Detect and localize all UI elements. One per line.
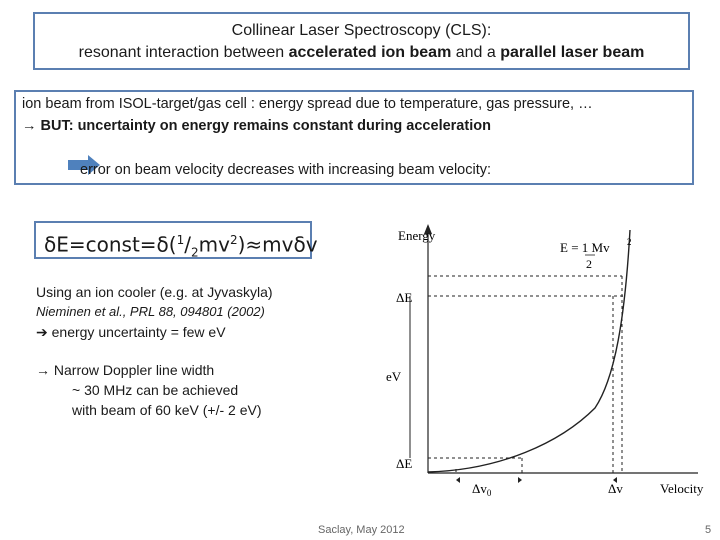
delta-e-bottom-label: ΔE <box>396 456 412 471</box>
title-line-2: resonant interaction between accelerated… <box>35 42 688 64</box>
formula-sub: 2 <box>191 245 199 260</box>
arrow-icon: → <box>36 362 50 378</box>
bullet-uncertainty-text: energy uncertainty = few eV <box>47 324 226 340</box>
info-box: ion beam from ISOL-target/gas cell : ene… <box>14 90 694 185</box>
title-text-mid: and a <box>451 44 501 61</box>
energy-velocity-graph: Energy E = 1 Mv 2 2 ΔE eV ΔE Δv0 Δv Velo… <box>386 224 704 498</box>
delta-v0-arrow-icon <box>456 477 460 483</box>
energy-equation-exp: 2 <box>627 237 632 247</box>
formula-part: mv <box>198 232 230 257</box>
block-arrow-icon <box>68 160 88 170</box>
delta-v-label: Δv <box>608 481 623 496</box>
energy-curve <box>427 229 631 473</box>
arrow-icon: ➔ <box>36 324 48 340</box>
title-emphasis-laser-beam: parallel laser beam <box>500 44 645 61</box>
formula-sup: 2 <box>229 233 238 247</box>
title-emphasis-ion-beam: accelerated ion beam <box>288 44 452 61</box>
delta-v0-arrow-icon <box>518 477 522 483</box>
ev-label: eV <box>386 369 402 384</box>
delta-v0-label: Δv0 <box>472 481 492 498</box>
block-arrow-head-icon <box>88 155 100 175</box>
bullet-doppler-text: Narrow Doppler line width <box>50 362 215 378</box>
energy-equation-den: 2 <box>586 257 592 271</box>
title-text: resonant interaction between <box>78 44 289 61</box>
title-line-1: Collinear Laser Spectroscopy (CLS): <box>231 22 492 39</box>
footer-page-number: 5 <box>705 524 712 536</box>
formula-part: )≈mvδv <box>237 232 318 257</box>
bullet-doppler: → Narrow Doppler line width <box>36 360 273 380</box>
bullet-uncertainty: ➔ energy uncertainty = few eV <box>36 322 273 342</box>
info-line-uncertainty: → BUT: uncertainty on energy remains con… <box>22 118 491 134</box>
bullet-reference: Nieminen et al., PRL 88, 094801 (2002) <box>36 304 265 319</box>
y-axis-arrow-icon <box>424 224 432 234</box>
bullet-beam: with beam of 60 keV (+/- 2 eV) <box>72 402 262 418</box>
delta-v-arrow-icon <box>613 477 617 483</box>
formula-sup: 1 <box>176 233 185 247</box>
arrow-icon: → <box>22 118 37 134</box>
info-uncertainty-text: BUT: uncertainty on energy remains const… <box>36 118 491 134</box>
delta-e-top-label: ΔE <box>396 290 412 305</box>
info-line-energy-spread: ion beam from ISOL-target/gas cell : ene… <box>22 96 593 112</box>
bullet-list: Using an ion cooler (e.g. at Jyvaskyla) … <box>36 282 273 420</box>
info-line-velocity-error: error on beam velocity decreases with in… <box>80 162 492 178</box>
y-axis-label: Energy <box>398 228 436 243</box>
bullet-cooler: Using an ion cooler (e.g. at Jyvaskyla) <box>36 284 273 300</box>
formula-slash: / <box>184 232 191 257</box>
title-box: Collinear Laser Spectroscopy (CLS): reso… <box>33 12 690 70</box>
footer-date: Saclay, May 2012 <box>318 524 405 536</box>
x-axis-label: Velocity <box>660 481 704 496</box>
formula-box: δE=const=δ(1/2mv2)≈mvδv <box>34 221 318 260</box>
formula-part: δE=const=δ( <box>44 232 177 257</box>
energy-equation: E = 1 Mv <box>560 240 610 255</box>
bullet-mhz: ~ 30 MHz can be achieved <box>72 382 239 398</box>
